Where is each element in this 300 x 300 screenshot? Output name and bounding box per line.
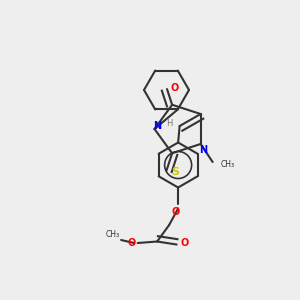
Text: O: O (170, 82, 178, 93)
Text: O: O (180, 238, 188, 248)
Text: N: N (153, 121, 162, 131)
Text: O: O (128, 238, 136, 248)
Text: CH₃: CH₃ (106, 230, 120, 238)
Text: N: N (200, 145, 208, 155)
Text: S: S (171, 167, 179, 177)
Text: CH₃: CH₃ (220, 160, 234, 169)
Text: O: O (171, 207, 179, 217)
Text: H: H (166, 118, 172, 127)
